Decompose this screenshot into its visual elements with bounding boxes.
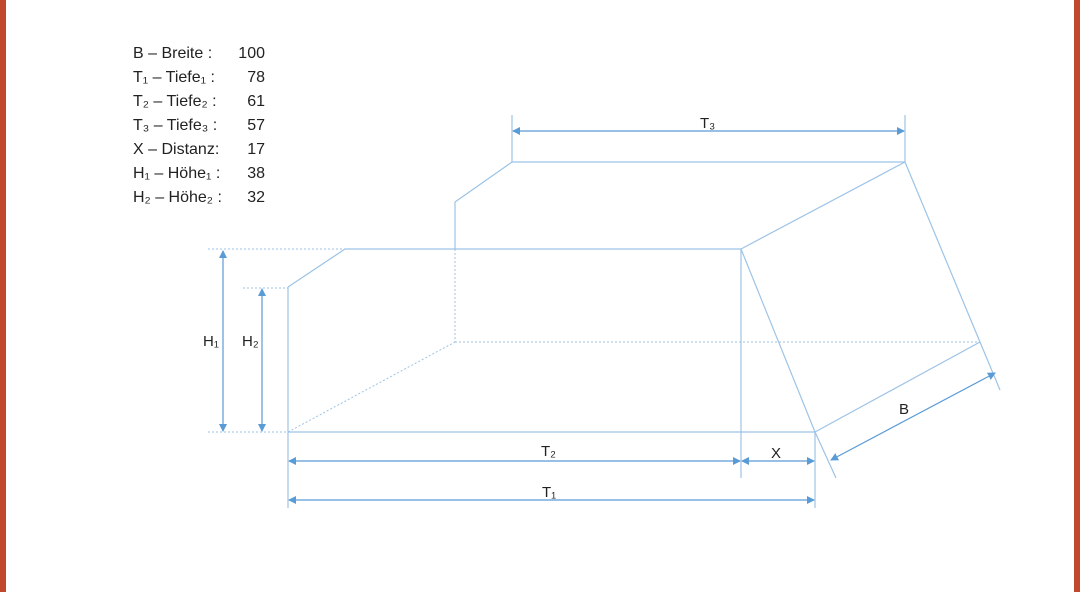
left-border: [0, 0, 6, 592]
b-arrow: [830, 372, 996, 461]
edge: [904, 161, 981, 343]
label-x: X: [771, 445, 781, 462]
edge: [287, 248, 346, 288]
edge: [740, 248, 816, 433]
hidden-edges: [208, 248, 980, 433]
dimension-legend: B – Breite : 100 T₁ – Tiefe₁ : 78 T₂ – Tie…: [133, 42, 265, 210]
label-t3: T₃: [700, 115, 715, 132]
legend-label: B – Breite :: [133, 45, 213, 62]
extension-line: [814, 431, 837, 479]
legend-label: X – Distanz:: [133, 141, 220, 158]
legend-label: T₁ – Tiefe₁ :: [133, 69, 215, 86]
legend-label: H₁ – Höhe₁ :: [133, 165, 221, 182]
edge: [454, 161, 513, 203]
legend-row: T₁ – Tiefe₁ : 78: [133, 66, 265, 90]
legend-row: T₂ – Tiefe₂ : 61: [133, 90, 265, 114]
shape-outline: [287, 115, 1001, 508]
label-h2: H₂: [242, 333, 259, 350]
legend-label: H₂ – Höhe₂ :: [133, 189, 222, 206]
label-h1: H₁: [203, 333, 219, 350]
hidden-edge: [287, 341, 456, 433]
legend-row: X – Distanz: 17: [133, 138, 265, 162]
label-t1: T₁: [542, 484, 556, 501]
legend-row: B – Breite : 100: [133, 42, 265, 66]
legend-value: 17: [247, 141, 265, 158]
label-t2: T₂: [541, 443, 556, 460]
edge: [814, 341, 981, 433]
legend-value: 100: [238, 45, 265, 62]
legend-label: T₃ – Tiefe₃ :: [133, 117, 218, 134]
extension-line: [979, 341, 1001, 391]
legend-row: H₁ – Höhe₁ : 38: [133, 162, 265, 186]
legend-row: T₃ – Tiefe₃ : 57: [133, 114, 265, 138]
label-b: B: [899, 401, 909, 418]
legend-value: 38: [247, 165, 265, 182]
legend-value: 78: [247, 69, 265, 86]
dimension-arrows: [219, 127, 996, 504]
right-border: [1074, 0, 1080, 592]
legend-row: H₂ – Höhe₂ : 32: [133, 186, 265, 210]
legend-label: T₂ – Tiefe₂ :: [133, 93, 217, 110]
legend-value: 61: [247, 93, 265, 110]
legend-value: 32: [247, 189, 265, 206]
edge: [740, 161, 906, 250]
legend-value: 57: [247, 117, 265, 134]
